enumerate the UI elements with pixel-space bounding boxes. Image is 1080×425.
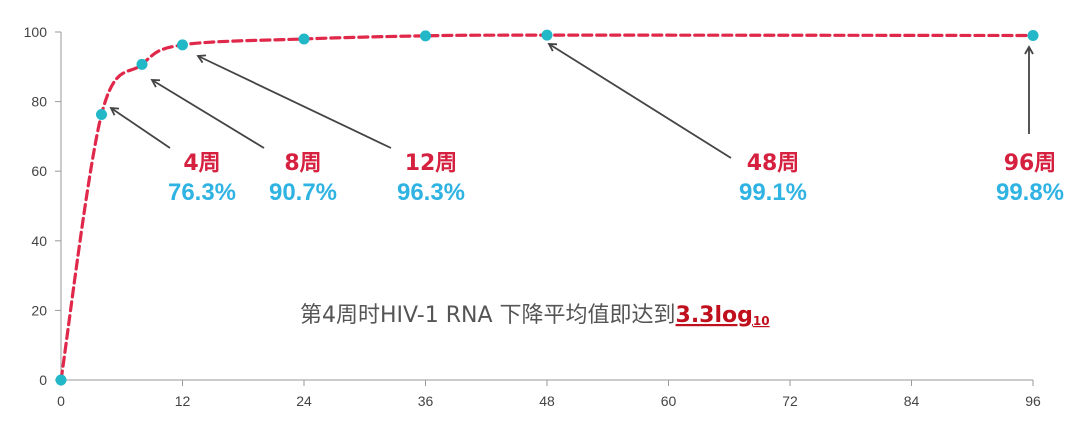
data-point — [55, 374, 67, 386]
annotation-week-label: 96周 — [1004, 151, 1057, 176]
data-point — [420, 30, 431, 42]
annotation-arrow — [547, 43, 732, 159]
annotation-value-label: 99.1% — [739, 179, 807, 206]
y-tick-label: 100 — [24, 24, 48, 40]
annotation-value-label: 90.7% — [269, 179, 337, 206]
data-point — [96, 108, 107, 120]
x-tick-label: 96 — [1025, 393, 1041, 409]
x-tick-label: 24 — [296, 393, 312, 409]
note-text: 第4周时HIV-1 RNA 下降平均值即达到 — [300, 303, 676, 328]
y-tick-label: 20 — [31, 302, 47, 318]
annotation-value-label: 96.3% — [397, 179, 465, 206]
data-point — [298, 33, 310, 45]
x-tick-label: 48 — [539, 393, 555, 409]
x-tick-label: 84 — [904, 393, 920, 409]
annotation-week-label: 8周 — [284, 151, 321, 176]
y-tick-label: 80 — [31, 94, 47, 110]
x-tick-label: 12 — [175, 393, 191, 409]
annotation-week-label: 48周 — [747, 151, 800, 176]
annotations: 4周 76.3% 8周 90.7% 12周 96.3% 48周 99.1% 96周 99.8% — [168, 151, 1064, 206]
data-markers — [55, 29, 1039, 386]
annotation-week-label: 12周 — [405, 151, 458, 176]
x-ticks: 0 12 24 36 48 60 72 84 96 — [57, 380, 1041, 409]
annotation-value-label: 76.3% — [168, 179, 236, 206]
y-ticks: 0 20 40 60 80 100 — [24, 24, 61, 388]
x-tick-label: 72 — [782, 393, 798, 409]
x-tick-label: 0 — [57, 393, 65, 409]
note-subscript: 10 — [753, 314, 770, 328]
annotation-week-label: 4周 — [183, 151, 220, 176]
y-tick-label: 40 — [31, 233, 47, 249]
annotation-arrows — [109, 43, 1034, 159]
y-tick-label: 60 — [31, 163, 47, 179]
x-tick-label: 60 — [661, 393, 677, 409]
chart-note: 第4周时HIV-1 RNA 下降平均值即达到3.3log10 — [300, 303, 770, 328]
annotation-arrow — [109, 106, 171, 149]
data-point — [541, 29, 553, 41]
y-tick-label: 0 — [39, 372, 47, 388]
data-point — [136, 58, 148, 70]
annotation-arrow — [150, 79, 265, 149]
note-emphasis: 3.3log — [676, 303, 753, 328]
data-point — [1027, 29, 1039, 41]
series-line — [59, 33, 1035, 382]
axes: 0 20 40 60 80 100 0 12 24 36 48 60 72 84 96 — [24, 24, 1041, 409]
data-point — [177, 39, 188, 51]
annotation-value-label: 99.8% — [996, 179, 1064, 206]
annotation-arrow — [196, 54, 392, 149]
x-tick-label: 36 — [418, 393, 434, 409]
